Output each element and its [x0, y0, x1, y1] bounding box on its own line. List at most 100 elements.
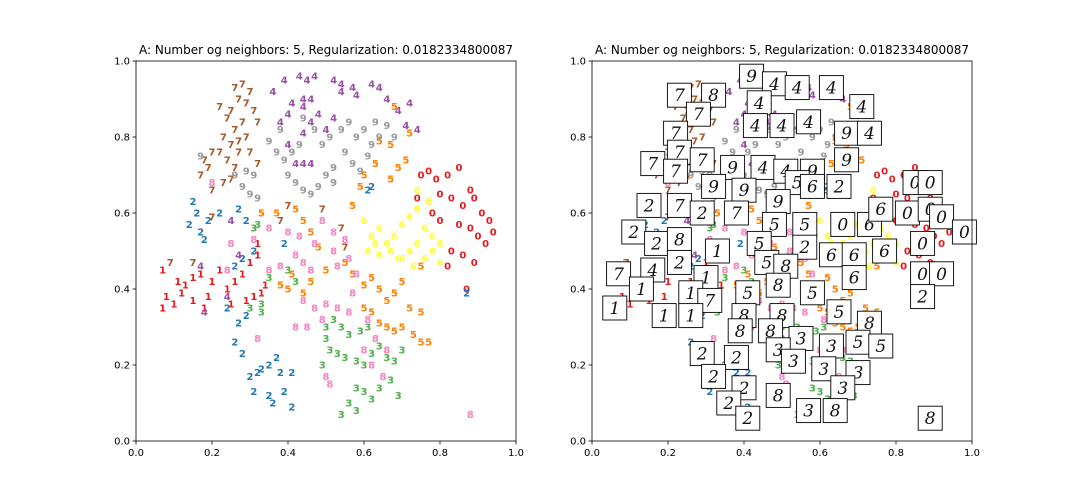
digit-3-point: 3 [399, 345, 406, 356]
thumbnail-digit-2: 2 [696, 345, 708, 365]
digit-3-point: 3 [247, 304, 254, 315]
digit-2-point: 2 [250, 247, 257, 258]
digit-3-point: 3 [345, 399, 352, 410]
digit-5-point: 5 [387, 174, 394, 185]
thumbnail-frame [799, 280, 825, 306]
digit-7-point: 7 [691, 95, 698, 106]
digit-7-point: 7 [216, 148, 223, 159]
digit-7-point: 7 [680, 114, 687, 125]
digit-9-point: 9 [273, 148, 280, 159]
digit-thumbnail: 2 [701, 363, 727, 389]
digit-5-point: 5 [372, 159, 379, 170]
digit-4-point: 4 [725, 87, 732, 98]
digit-5-point: 5 [874, 262, 881, 273]
digit-0-point: 0 [478, 209, 485, 220]
digit-6-point: 6 [425, 197, 432, 208]
y-tick-label: 0.4 [114, 285, 130, 296]
thumbnail-digit-8: 8 [773, 386, 784, 406]
digit-6-point: 6 [429, 231, 436, 242]
digit-5-point: 5 [399, 323, 406, 334]
digit-thumbnail: 6 [868, 196, 894, 222]
thumbnail-frame [872, 238, 898, 264]
digit-2-point: 2 [288, 402, 295, 413]
digit-thumbnail: 8 [666, 227, 692, 253]
thumbnail-frame [917, 405, 943, 431]
digit-0-point: 0 [475, 231, 482, 242]
digit-6-point: 6 [824, 231, 831, 242]
digit-2-point: 2 [281, 387, 288, 398]
right-x-axis: 0.0 0.2 0.4 0.6 0.8 1.0 [584, 441, 980, 459]
digit-7-point: 7 [231, 83, 238, 94]
digit-5-point: 5 [771, 243, 778, 254]
thumbnail-digit-6: 6 [807, 177, 818, 197]
digit-thumbnail: 3 [845, 360, 871, 386]
digit-5-point: 5 [307, 228, 314, 239]
thumbnail-digit-3: 3 [837, 379, 848, 399]
digit-1-point: 1 [209, 277, 216, 288]
digit-4-point: 4 [292, 159, 299, 170]
digit-4-point: 4 [809, 91, 816, 102]
digit-8-point: 8 [277, 262, 284, 273]
digit-5-point: 5 [862, 304, 869, 315]
digit-3-point: 3 [258, 307, 265, 318]
thumbnail-frame [799, 173, 825, 199]
thumbnail-frame [929, 204, 955, 230]
digit-thumbnail: 0 [894, 200, 920, 226]
digit-6-point: 6 [383, 239, 390, 250]
thumbnail-digit-6: 6 [849, 246, 860, 266]
thumbnail-frame [845, 329, 871, 355]
digit-thumbnail: 4 [750, 154, 776, 180]
digit-0-point: 0 [889, 174, 896, 185]
thumbnail-digit-6: 6 [849, 269, 860, 289]
digit-1-point: 1 [243, 296, 250, 307]
digit-3-point: 3 [342, 353, 349, 364]
digit-7-point: 7 [209, 212, 216, 223]
digit-4-point: 4 [330, 114, 337, 125]
digit-0-point: 0 [459, 250, 466, 261]
digit-5-point: 5 [307, 277, 314, 288]
digit-2-point: 2 [266, 391, 273, 402]
digit-9-point: 9 [281, 155, 288, 166]
digit-7-point: 7 [338, 224, 345, 235]
right-y-axis: 0.0 0.2 0.4 0.6 0.8 1.0 [570, 57, 592, 448]
thumbnail-digit-5: 5 [807, 284, 818, 304]
digit-5-point: 5 [805, 269, 812, 280]
digit-5-point: 5 [258, 209, 265, 220]
digit-8-point: 8 [383, 345, 390, 356]
digit-thumbnail: 9 [834, 120, 860, 146]
digit-0-point: 0 [467, 224, 474, 235]
digit-3-point: 3 [334, 349, 341, 360]
digit-3-point: 3 [722, 273, 729, 284]
thumbnail-frame [689, 200, 715, 226]
thumbnail-frame [606, 261, 632, 287]
digit-5-point: 5 [368, 307, 375, 318]
thumbnail-frame [731, 177, 757, 203]
digit-0-point: 0 [482, 239, 489, 250]
digit-2-point: 2 [364, 186, 371, 197]
digit-8-point: 8 [292, 250, 299, 261]
digit-7-point: 7 [220, 133, 227, 144]
digit-9-point: 9 [744, 148, 751, 159]
digit-8-point: 8 [353, 269, 360, 280]
digit-5-point: 5 [402, 155, 409, 166]
thumbnail-digit-8: 8 [735, 322, 746, 342]
digit-1-point: 1 [627, 300, 634, 311]
thumbnail-frame [685, 101, 711, 127]
digit-thumbnail: 4 [856, 120, 882, 146]
digit-thumbnail: 2 [910, 284, 936, 310]
thumbnail-frame [826, 173, 852, 199]
digit-thumbnail: 5 [826, 299, 852, 325]
thumbnail-digit-0: 0 [925, 174, 936, 194]
digit-7-point: 7 [228, 140, 235, 151]
thumbnail-digit-8: 8 [780, 257, 791, 277]
digit-0-point: 0 [448, 193, 455, 204]
digit-8-point: 8 [285, 228, 292, 239]
y-tick-label: 0.4 [570, 285, 586, 296]
thumbnail-digit-4: 4 [749, 117, 761, 137]
thumbnail-digit-9: 9 [841, 124, 852, 144]
digit-3-point: 3 [387, 376, 394, 387]
digit-3-point: 3 [353, 406, 360, 417]
digit-8-point: 8 [801, 307, 808, 318]
digit-7-point: 7 [247, 87, 254, 98]
thumbnail-digit-7: 7 [674, 86, 685, 106]
